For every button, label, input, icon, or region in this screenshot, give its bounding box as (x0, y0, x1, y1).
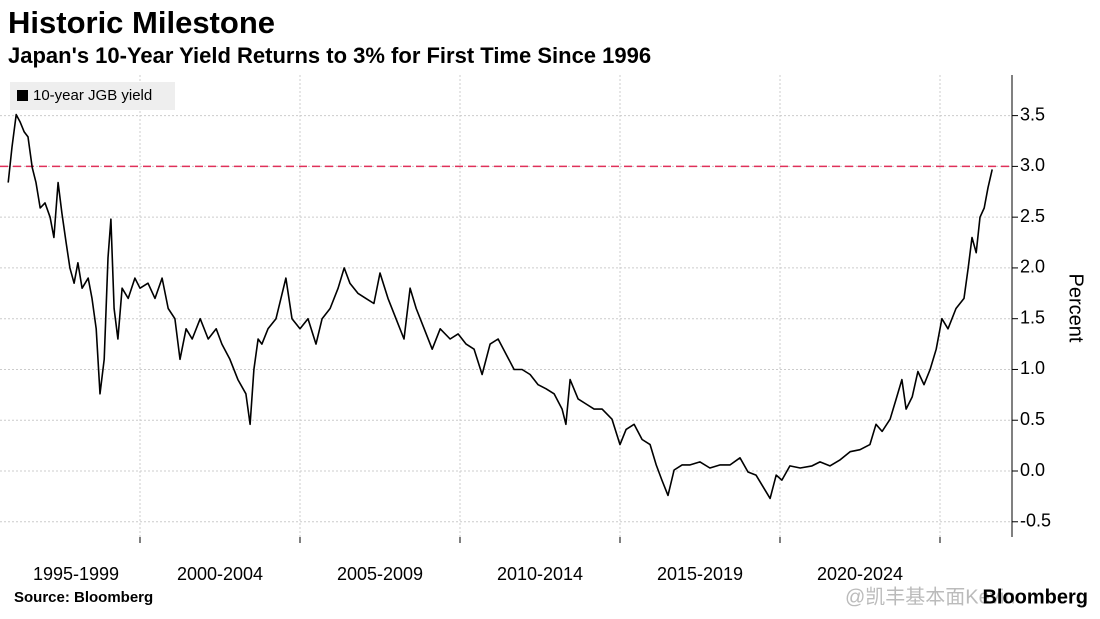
data-line (7, 113, 993, 500)
x-tick-label: 1995-1999 (33, 564, 119, 584)
source-note: Source: Bloomberg (14, 589, 153, 606)
x-tick-label: 2005-2009 (337, 564, 423, 584)
y-tick-label: -0.5 (1020, 511, 1051, 531)
x-tick-label: 2020-2024 (817, 564, 903, 584)
brand-logo: Bloomberg (982, 586, 1088, 608)
legend-swatch (17, 90, 28, 101)
x-tick-label: 2000-2004 (177, 564, 263, 584)
x-tick-label: 2015-2019 (657, 564, 743, 584)
chart-title: Historic Milestone (8, 5, 275, 40)
y-tick-label: 3.5 (1020, 104, 1045, 124)
watermark: @凯丰基本面Kevin (845, 585, 1015, 608)
chart-subtitle: Japan's 10-Year Yield Returns to 3% for … (8, 43, 651, 68)
y-tick-label: 1.0 (1020, 358, 1045, 378)
x-tick-label: 2010-2014 (497, 564, 583, 584)
y-tick-label: 3.0 (1020, 155, 1045, 175)
y-tick-label: 2.5 (1020, 206, 1045, 226)
legend-box (10, 82, 175, 110)
y-axis-label: Percent (1065, 274, 1087, 343)
y-tick-label: 1.5 (1020, 307, 1045, 327)
legend-label: 10-year JGB yield (33, 87, 152, 104)
y-tick-label: 2.0 (1020, 257, 1045, 277)
y-tick-label: 0.0 (1020, 460, 1045, 480)
y-tick-label: 0.5 (1020, 409, 1045, 429)
